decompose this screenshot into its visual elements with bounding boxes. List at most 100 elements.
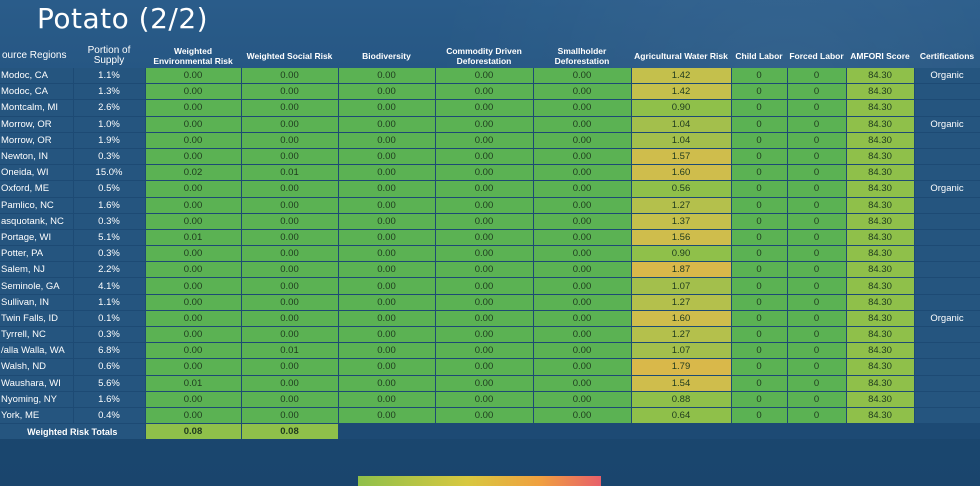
cell-water-risk: 1.07 — [631, 277, 732, 295]
cell-portion: 1.3% — [73, 83, 146, 101]
cell-amfori-score: 84.30 — [846, 164, 915, 182]
header-source-regions: ource Regions — [2, 50, 67, 61]
cell-environmental-risk: 0.00 — [145, 245, 242, 263]
cell-region: Morrow, OR — [0, 116, 74, 133]
header-row: ource Regions Portion of Supply Weighted… — [0, 44, 980, 68]
cell-forced-labor: 0 — [787, 213, 847, 230]
cell-region: Sullivan, IN — [0, 294, 74, 311]
cell-region: Portage, WI — [0, 229, 74, 247]
table-row: York, ME 0.4% 0.00 0.00 0.00 0.00 0.00 0.64 0 0 84… — [0, 407, 980, 425]
cell-amfori-score: 84.30 — [846, 342, 915, 360]
cell-certification — [914, 277, 980, 295]
cell-certification — [914, 229, 980, 247]
cell-amfori-score: 84.30 — [846, 391, 915, 408]
cell-certification — [914, 342, 980, 360]
cell-smallholder-deforestation: 0.00 — [533, 132, 632, 149]
cell-social-risk: 0.01 — [241, 342, 339, 360]
cell-certification — [914, 197, 980, 214]
cell-commodity-deforestation: 0.00 — [435, 310, 534, 328]
cell-commodity-deforestation: 0.00 — [435, 116, 534, 133]
risk-color-legend-bar — [358, 476, 601, 486]
cell-child-labor: 0 — [731, 326, 788, 344]
cell-environmental-risk: 0.01 — [145, 229, 242, 247]
cell-environmental-risk: 0.00 — [145, 213, 242, 230]
cell-child-labor: 0 — [731, 132, 788, 149]
cell-commodity-deforestation: 0.00 — [435, 148, 534, 166]
cell-portion: 1.1% — [73, 294, 146, 311]
cell-child-labor: 0 — [731, 375, 788, 392]
cell-forced-labor: 0 — [787, 180, 847, 198]
cell-amfori-score: 84.30 — [846, 99, 915, 117]
cell-social-risk: 0.00 — [241, 180, 339, 198]
cell-forced-labor: 0 — [787, 245, 847, 263]
cell-certification: Organic — [914, 180, 980, 198]
cell-portion: 1.6% — [73, 197, 146, 214]
cell-water-risk: 1.42 — [631, 83, 732, 101]
cell-environmental-risk: 0.00 — [145, 407, 242, 425]
table-row: Morrow, OR 1.9% 0.00 0.00 0.00 0.00 0.00 1.04 0 0… — [0, 132, 980, 149]
cell-amfori-score: 84.30 — [846, 116, 915, 133]
cell-forced-labor: 0 — [787, 277, 847, 295]
cell-environmental-risk: 0.01 — [145, 375, 242, 392]
cell-commodity-deforestation: 0.00 — [435, 261, 534, 279]
cell-certification: Organic — [914, 310, 980, 328]
header-amfori-score: AMFORI Score — [850, 51, 910, 61]
cell-environmental-risk: 0.00 — [145, 294, 242, 311]
cell-region: Seminole, GA — [0, 277, 74, 295]
cell-environmental-risk: 0.00 — [145, 148, 242, 166]
cell-water-risk: 1.60 — [631, 310, 732, 328]
cell-region: Tyrrell, NC — [0, 326, 74, 344]
cell-biodiversity: 0.00 — [338, 375, 436, 392]
cell-commodity-deforestation: 0.00 — [435, 407, 534, 425]
cell-amfori-score: 84.30 — [846, 132, 915, 149]
cell-social-risk: 0.00 — [241, 277, 339, 295]
cell-forced-labor: 0 — [787, 326, 847, 344]
cell-forced-labor: 0 — [787, 197, 847, 214]
cell-water-risk: 1.27 — [631, 326, 732, 344]
cell-social-risk: 0.00 — [241, 326, 339, 344]
cell-forced-labor: 0 — [787, 229, 847, 247]
table-row: Sullivan, IN 1.1% 0.00 0.00 0.00 0.00 0.00 1.27… — [0, 294, 980, 311]
cell-environmental-risk: 0.00 — [145, 197, 242, 214]
cell-amfori-score: 84.30 — [846, 245, 915, 263]
cell-amfori-score: 84.30 — [846, 277, 915, 295]
cell-environmental-risk: 0.00 — [145, 68, 242, 85]
cell-forced-labor: 0 — [787, 68, 847, 85]
cell-biodiversity: 0.00 — [338, 99, 436, 117]
cell-amfori-score: 84.30 — [846, 213, 915, 230]
cell-commodity-deforestation: 0.00 — [435, 391, 534, 408]
cell-amfori-score: 84.30 — [846, 326, 915, 344]
cell-certification — [914, 213, 980, 230]
cell-commodity-deforestation: 0.00 — [435, 83, 534, 101]
header-weighted-environmental-risk: Weighted Environmental Risk — [153, 46, 233, 66]
cell-biodiversity: 0.00 — [338, 342, 436, 360]
cell-portion: 5.6% — [73, 375, 146, 392]
cell-smallholder-deforestation: 0.00 — [533, 391, 632, 408]
cell-child-labor: 0 — [731, 277, 788, 295]
cell-smallholder-deforestation: 0.00 — [533, 68, 632, 85]
cell-child-labor: 0 — [731, 229, 788, 247]
cell-biodiversity: 0.00 — [338, 277, 436, 295]
cell-portion: 1.6% — [73, 391, 146, 408]
cell-region: Pamlico, NC — [0, 197, 74, 214]
cell-water-risk: 1.37 — [631, 213, 732, 230]
cell-environmental-risk: 0.00 — [145, 310, 242, 328]
cell-biodiversity: 0.00 — [338, 326, 436, 344]
cell-water-risk: 0.88 — [631, 391, 732, 408]
cell-smallholder-deforestation: 0.00 — [533, 164, 632, 182]
cell-forced-labor: 0 — [787, 116, 847, 133]
cell-amfori-score: 84.30 — [846, 68, 915, 85]
totals-empty-area — [338, 423, 980, 440]
cell-child-labor: 0 — [731, 164, 788, 182]
cell-amfori-score: 84.30 — [846, 310, 915, 328]
table-row: Walsh, ND 0.6% 0.00 0.00 0.00 0.00 0.00 1.79 0 0 8… — [0, 358, 980, 376]
cell-smallholder-deforestation: 0.00 — [533, 116, 632, 133]
header-certifications: Certifications — [919, 51, 975, 61]
cell-commodity-deforestation: 0.00 — [435, 68, 534, 85]
cell-biodiversity: 0.00 — [338, 83, 436, 101]
cell-social-risk: 0.00 — [241, 83, 339, 101]
header-commodity-driven-deforestation: Commodity Driven Deforestation — [446, 46, 522, 66]
cell-social-risk: 0.00 — [241, 294, 339, 311]
cell-environmental-risk: 0.00 — [145, 391, 242, 408]
cell-forced-labor: 0 — [787, 375, 847, 392]
